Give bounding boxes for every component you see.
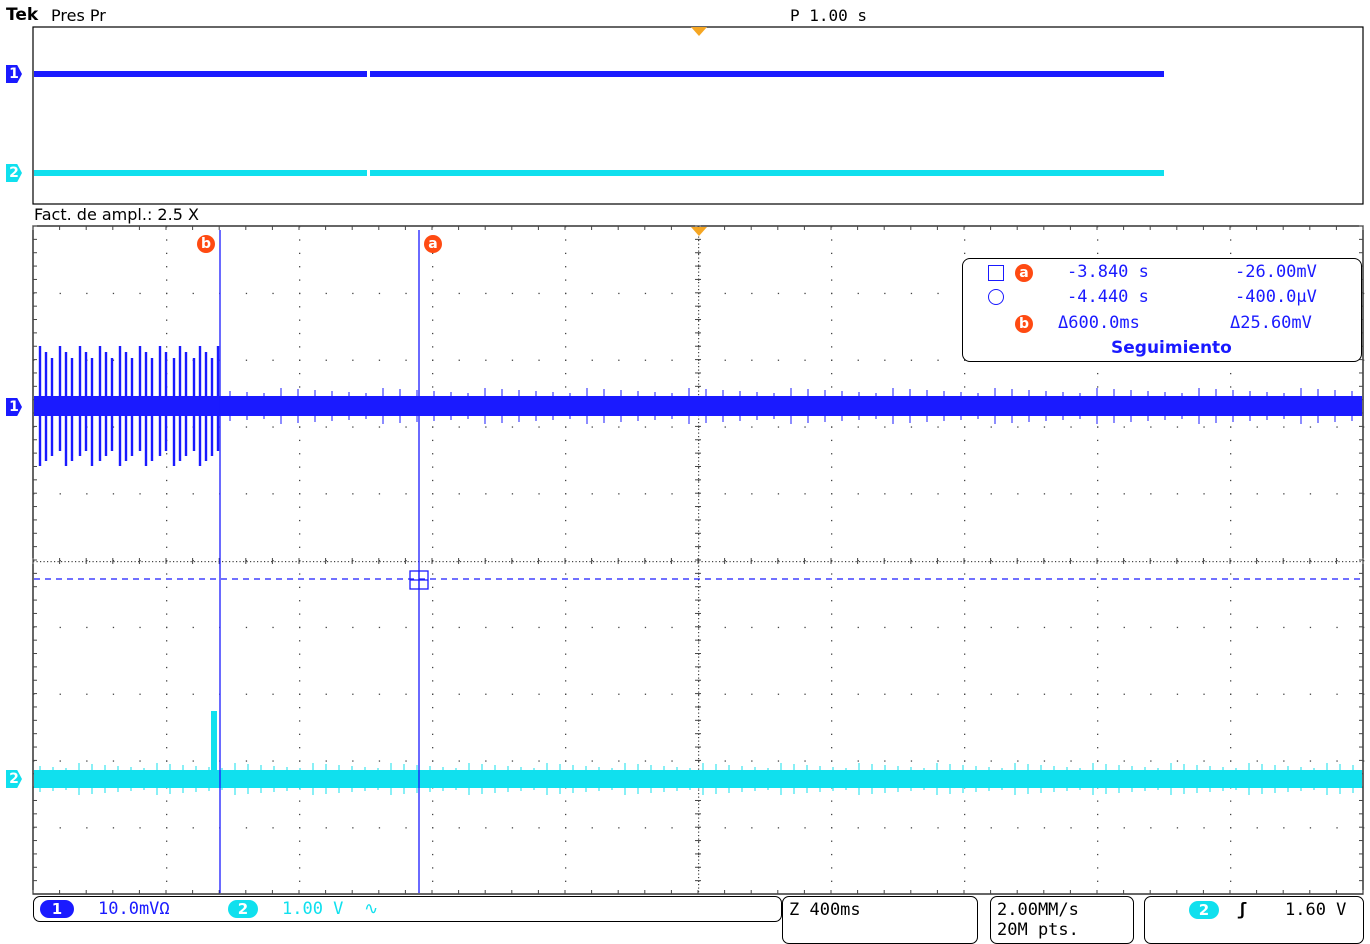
ch1-scale: 10.0mVΩ	[98, 899, 170, 919]
cursor-readout: a -3.840 s -26.00mV -4.440 s -400.0µV b …	[962, 258, 1362, 362]
zoom-ch2-marker[interactable]: 2	[6, 770, 22, 788]
rising-edge-icon: ʃ	[1237, 900, 1248, 920]
ch1-trace-band	[34, 396, 1362, 416]
zoom-ch1-marker[interactable]: 1	[6, 398, 22, 416]
ch1-burst-group	[38, 346, 220, 466]
cursor-a-icon: a	[1015, 264, 1033, 282]
trigger-level: 1.60 V	[1285, 900, 1347, 920]
cursor-a-value: -26.00mV	[1235, 262, 1317, 282]
cursor-mode: Seguimiento	[1111, 338, 1232, 358]
sample-rate: 2.00MM/s	[997, 900, 1079, 920]
brand-logo: Tek	[6, 5, 39, 25]
overview-ch1-trace-a	[34, 71, 367, 77]
acquisition-mode: Pres Pr	[51, 6, 106, 25]
timebase-panel[interactable]: Z 400ms	[782, 896, 978, 944]
circle-cursor-icon	[988, 289, 1004, 305]
ch2-noise	[39, 763, 1354, 795]
overview-ch1-trace-b	[370, 71, 1164, 77]
overview-ch1-marker[interactable]: 1	[6, 65, 22, 83]
ch2-trace-band	[34, 770, 1362, 788]
ch2-scale: 1.00 V	[282, 899, 344, 919]
overview-ch2-marker[interactable]: 2	[6, 164, 22, 182]
overview-ch2-trace-a	[34, 170, 367, 176]
cursor-delta-value: Δ25.60mV	[1230, 313, 1312, 333]
ch1-noise	[229, 388, 1353, 424]
ch2-pulse	[211, 711, 217, 771]
record-length: 20M pts.	[997, 920, 1079, 940]
cursor-o-value: -400.0µV	[1235, 287, 1317, 307]
cursor-a-time: -3.840 s	[1067, 262, 1149, 282]
vertical-settings-panel[interactable]: 1 10.0mVΩ 2 1.00 V ∿	[33, 896, 782, 922]
cursor-o-time: -4.440 s	[1067, 287, 1149, 307]
acquisition-panel[interactable]: 2.00MM/s 20M pts.	[990, 896, 1134, 944]
cursor-delta-time: Δ600.0ms	[1058, 313, 1140, 333]
overview-ch2-trace-b	[370, 170, 1164, 176]
trigger-source-badge[interactable]: 2	[1189, 901, 1219, 919]
square-cursor-icon	[988, 265, 1004, 281]
ac-coupling-icon: ∿	[364, 899, 379, 919]
cursor-b-badge[interactable]: b	[197, 235, 215, 253]
zoom-trigger-marker	[691, 227, 707, 236]
trigger-panel[interactable]: 2 ʃ 1.60 V	[1144, 896, 1364, 944]
zoom-factor: Fact. de ampl.: 2.5 X	[34, 205, 199, 224]
ch1-badge[interactable]: 1	[40, 900, 74, 918]
timebase-value: Z 400ms	[789, 900, 861, 920]
ch2-badge[interactable]: 2	[228, 900, 258, 918]
cursor-b-icon: b	[1015, 315, 1033, 333]
overview-window	[32, 26, 1364, 205]
horizontal-position: P 1.00 s	[790, 6, 868, 25]
overview-trigger-marker	[691, 27, 707, 36]
cursor-a-badge[interactable]: a	[424, 235, 442, 253]
